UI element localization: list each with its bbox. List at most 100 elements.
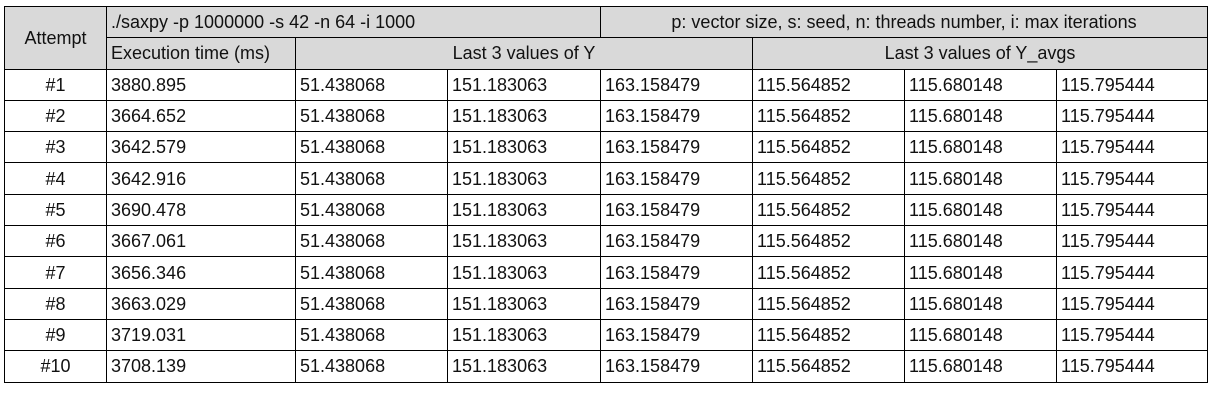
y-value-cell: 163.158479 <box>600 162 754 195</box>
y-avg-cell: 115.564852 <box>752 350 906 383</box>
y-avg-cell: 115.795444 <box>1056 162 1209 195</box>
y-avg-cell: 115.680148 <box>904 350 1058 383</box>
attempt-cell: #4 <box>4 162 107 195</box>
table-row: #10 3708.139 51.438068 151.183063 163.15… <box>4 350 1209 383</box>
exec-time-header: Execution time (ms) <box>106 37 296 70</box>
exec-time-cell: 3642.916 <box>106 162 296 195</box>
y-value-cell: 51.438068 <box>295 350 448 383</box>
y-value-cell: 163.158479 <box>600 193 754 227</box>
table-row: #8 3663.029 51.438068 151.183063 163.158… <box>4 287 1209 320</box>
y-avg-cell: 115.680148 <box>904 68 1058 101</box>
y-value-cell: 151.183063 <box>446 193 602 227</box>
y-avg-cell: 115.564852 <box>752 256 906 289</box>
y-avg-cell: 115.564852 <box>752 68 906 101</box>
y-value-cell: 163.158479 <box>600 350 754 383</box>
exec-time-cell: 3719.031 <box>106 318 296 352</box>
y-avg-cell: 115.795444 <box>1056 99 1209 133</box>
table-row: #1 3880.895 51.438068 151.183063 163.158… <box>4 68 1209 101</box>
y-value-cell: 163.158479 <box>600 287 754 320</box>
y-value-cell: 51.438068 <box>295 287 448 320</box>
y-value-cell: 151.183063 <box>446 287 602 320</box>
y-avg-cell: 115.564852 <box>752 318 906 352</box>
y-avg-cell: 115.680148 <box>904 287 1058 320</box>
y-value-cell: 51.438068 <box>295 68 448 101</box>
y-avg-cell: 115.680148 <box>904 193 1058 227</box>
exec-time-cell: 3664.652 <box>106 99 296 133</box>
y-avg-cell: 115.564852 <box>752 287 906 320</box>
y-avg-cell: 115.680148 <box>904 162 1058 195</box>
y-avg-cell: 115.564852 <box>752 131 906 164</box>
y-value-cell: 151.183063 <box>446 162 602 195</box>
y-value-cell: 151.183063 <box>446 131 602 164</box>
y-value-cell: 151.183063 <box>446 318 602 352</box>
command-header: ./saxpy -p 1000000 -s 42 -n 64 -i 1000 <box>105 5 602 39</box>
header-row-2: Execution time (ms) Last 3 values of Y L… <box>5 37 1209 70</box>
y-value-cell: 163.158479 <box>600 256 754 289</box>
attempt-cell: #1 <box>4 68 107 101</box>
y-value-cell: 163.158479 <box>600 99 754 133</box>
y-avg-cell: 115.795444 <box>1056 131 1209 164</box>
attempt-cell: #2 <box>4 99 107 133</box>
y-avg-cell: 115.564852 <box>752 193 906 227</box>
y-avg-cell: 115.564852 <box>752 99 906 133</box>
table-body: Attempt ./saxpy -p 1000000 -s 42 -n 64 -… <box>4 5 1209 383</box>
y-avgs-header: Last 3 values of Y_avgs <box>752 37 1209 70</box>
exec-time-cell: 3690.478 <box>106 193 296 227</box>
attempt-cell: #6 <box>4 225 107 258</box>
y-avg-cell: 115.680148 <box>904 131 1058 164</box>
y-avg-cell: 115.795444 <box>1056 256 1209 289</box>
y-avg-cell: 115.795444 <box>1056 193 1209 227</box>
legend-header: p: vector size, s: seed, n: threads numb… <box>600 5 1209 39</box>
exec-time-cell: 3642.579 <box>106 131 296 164</box>
attempt-cell: #5 <box>4 193 107 227</box>
y-value-cell: 51.438068 <box>295 162 448 195</box>
y-avg-cell: 115.795444 <box>1056 68 1209 101</box>
table-row: #3 3642.579 51.438068 151.183063 163.158… <box>4 131 1209 164</box>
y-value-cell: 151.183063 <box>446 256 602 289</box>
table-row: #4 3642.916 51.438068 151.183063 163.158… <box>4 162 1209 195</box>
y-value-cell: 163.158479 <box>600 318 754 352</box>
attempt-header: Attempt <box>4 6 107 70</box>
y-avg-cell: 115.795444 <box>1056 318 1209 352</box>
exec-time-cell: 3667.061 <box>106 225 296 258</box>
table-row: #2 3664.652 51.438068 151.183063 163.158… <box>4 99 1209 133</box>
header-row-1: Attempt ./saxpy -p 1000000 -s 42 -n 64 -… <box>4 5 1209 70</box>
y-avg-cell: 115.680148 <box>904 99 1058 133</box>
y-value-cell: 151.183063 <box>446 225 602 258</box>
attempt-cell: #8 <box>4 287 107 320</box>
attempt-cell: #9 <box>4 318 107 352</box>
y-values-header: Last 3 values of Y <box>294 37 754 70</box>
y-value-cell: 51.438068 <box>295 131 448 164</box>
y-value-cell: 163.158479 <box>600 225 754 258</box>
y-avg-cell: 115.680148 <box>904 256 1058 289</box>
y-value-cell: 51.438068 <box>295 256 448 289</box>
attempt-cell: #10 <box>4 350 107 383</box>
y-value-cell: 163.158479 <box>600 131 754 164</box>
y-value-cell: 151.183063 <box>446 68 602 101</box>
y-value-cell: 151.183063 <box>446 99 602 133</box>
y-avg-cell: 115.564852 <box>752 225 906 258</box>
exec-time-cell: 3708.139 <box>106 350 296 383</box>
table-row: #9 3719.031 51.438068 151.183063 163.158… <box>4 318 1209 352</box>
y-avg-cell: 115.795444 <box>1056 225 1209 258</box>
y-value-cell: 51.438068 <box>295 99 448 133</box>
exec-time-cell: 3656.346 <box>106 256 296 289</box>
exec-time-cell: 3663.029 <box>106 287 296 320</box>
y-value-cell: 51.438068 <box>295 225 448 258</box>
y-avg-cell: 115.680148 <box>904 225 1058 258</box>
y-value-cell: 151.183063 <box>446 350 602 383</box>
table-row: #6 3667.061 51.438068 151.183063 163.158… <box>4 225 1209 258</box>
table-row: #5 3690.478 51.438068 151.183063 163.158… <box>4 193 1209 227</box>
y-avg-cell: 115.680148 <box>904 318 1058 352</box>
y-value-cell: 163.158479 <box>600 68 754 101</box>
exec-time-cell: 3880.895 <box>106 68 296 101</box>
table-row: #7 3656.346 51.438068 151.183063 163.158… <box>4 256 1209 289</box>
y-value-cell: 51.438068 <box>295 193 448 227</box>
attempt-cell: #7 <box>4 256 107 289</box>
attempt-cell: #3 <box>4 131 107 164</box>
y-avg-cell: 115.795444 <box>1056 287 1209 320</box>
y-avg-cell: 115.795444 <box>1056 350 1209 383</box>
y-avg-cell: 115.564852 <box>752 162 906 195</box>
y-value-cell: 51.438068 <box>295 318 448 352</box>
results-table: Attempt ./saxpy -p 1000000 -s 42 -n 64 -… <box>4 5 1209 383</box>
